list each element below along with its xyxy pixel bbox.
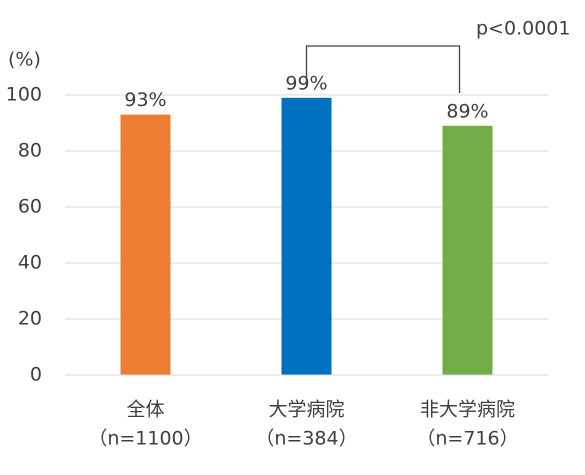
x-tick-sublabel: （n=1100） (88, 428, 202, 450)
y-tick-label: 100 (6, 84, 42, 106)
x-tick-sublabel: （n=716） (416, 428, 518, 450)
bar (120, 114, 171, 375)
y-tick-label: 20 (18, 308, 42, 330)
y-tick-label: 80 (18, 140, 42, 162)
significance-label: p<0.0001 (476, 18, 570, 40)
value-label: 93% (124, 89, 166, 111)
x-tick-label: 非大学病院 (420, 399, 515, 421)
y-tick-label: 0 (30, 364, 42, 386)
bar (442, 125, 493, 375)
x-tick-sublabel: （n=384） (255, 428, 357, 450)
bar (281, 97, 332, 376)
x-tick-label: 全体 (126, 399, 164, 421)
significance-bracket (305, 45, 461, 93)
x-tick-label: 大学病院 (268, 399, 344, 421)
y-tick-label: 40 (18, 252, 42, 274)
y-tick-label: 60 (18, 196, 42, 218)
y-axis-label: (%) (8, 49, 41, 71)
value-label: 89% (446, 100, 488, 122)
